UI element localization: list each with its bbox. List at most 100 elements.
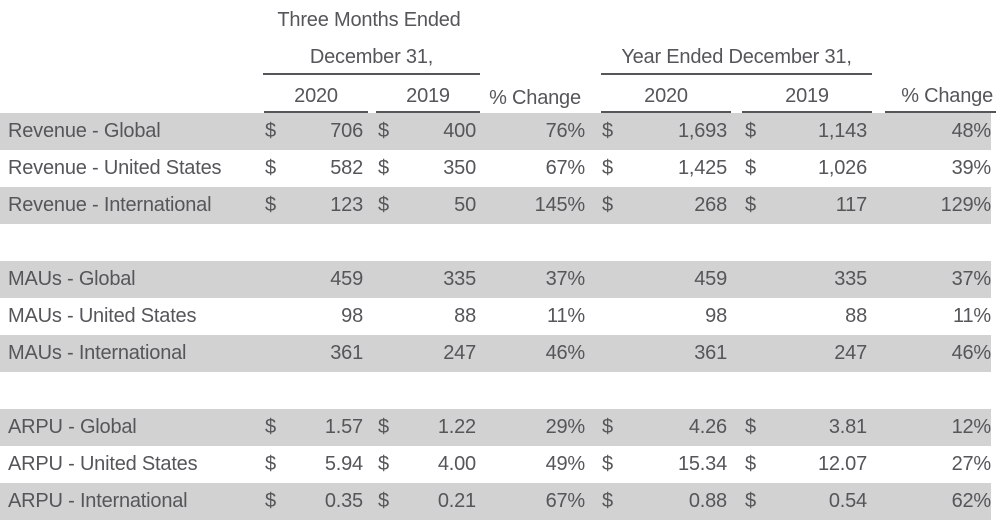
table-header-row-3: 2020 2019 % Change 2020 2019 % Change — [0, 75, 996, 113]
group-header-year-ended-december-31: Year Ended December 31, — [601, 46, 872, 75]
cell-value: 361 — [330, 342, 363, 364]
cell-value: 3.81 — [828, 416, 867, 438]
table-row: Revenue - United States $582 $350 67% $1,425… — [0, 150, 991, 187]
dollar-sign: $ — [745, 194, 756, 216]
cell-year-pct-change: 37% — [951, 268, 992, 290]
cell-value: 361 — [694, 342, 727, 364]
cell-year-2019: 88 — [732, 305, 872, 328]
table-row: ARPU - United States $5.94 $4.00 49% $15.34 $… — [0, 446, 991, 483]
cell-year-pct-change: 12% — [951, 416, 992, 438]
cell-value: 1.57 — [324, 416, 363, 438]
cell-year-pct-change: 129% — [940, 194, 992, 216]
dollar-sign: $ — [378, 416, 389, 438]
cell-value: 1.22 — [437, 416, 476, 438]
dollar-sign: $ — [265, 194, 276, 216]
cell-value: 1,693 — [677, 120, 727, 142]
dollar-sign: $ — [378, 194, 389, 216]
cell-year-2020: 361 — [590, 342, 732, 365]
group-header-three-months-ended: Three Months Ended — [277, 9, 461, 31]
group-header-december-31: December 31, — [263, 46, 480, 75]
cell-three-months-2019: 88 — [368, 305, 480, 328]
cell-three-months-2019: $1.22 — [368, 416, 480, 439]
cell-year-2019: 335 — [732, 268, 872, 291]
cell-three-months-2020: 98 — [258, 305, 368, 328]
table-header-row-2: December 31, Year Ended December 31, — [0, 37, 991, 75]
cell-value: 15.34 — [677, 453, 727, 475]
cell-value: 0.21 — [437, 490, 476, 512]
cell-three-months-pct-change: 46% — [545, 342, 586, 364]
cell-three-months-pct-change: 145% — [534, 194, 586, 216]
cell-three-months-2019: $4.00 — [368, 453, 480, 476]
cell-year-2020: $0.88 — [590, 490, 732, 513]
cell-three-months-2020: 361 — [258, 342, 368, 365]
cell-year-2020: $15.34 — [590, 453, 732, 476]
dollar-sign: $ — [378, 120, 389, 142]
row-label: ARPU - Global — [8, 416, 137, 438]
table-row: ARPU - Global $1.57 $1.22 29% $4.26 $3.81 12% — [0, 409, 991, 446]
cell-year-2020: $1,693 — [590, 120, 732, 143]
cell-value: 706 — [330, 120, 363, 142]
row-label: Revenue - Global — [8, 120, 161, 142]
cell-year-pct-change: 46% — [951, 342, 992, 364]
cell-value: 117 — [835, 194, 867, 216]
cell-value: 98 — [705, 305, 727, 327]
dollar-sign: $ — [745, 490, 756, 512]
cell-three-months-2020: $1.57 — [258, 416, 368, 439]
cell-value: 268 — [694, 194, 727, 216]
dollar-sign: $ — [265, 416, 276, 438]
dollar-sign: $ — [602, 453, 613, 475]
cell-value: 400 — [443, 120, 476, 142]
cell-year-2020: 98 — [590, 305, 732, 328]
cell-year-2020: 459 — [590, 268, 732, 291]
row-label: ARPU - International — [8, 490, 188, 512]
dollar-sign: $ — [378, 490, 389, 512]
cell-year-pct-change: 39% — [951, 157, 992, 179]
row-label: MAUs - Global — [8, 268, 136, 290]
cell-year-pct-change: 62% — [951, 490, 992, 512]
cell-value: 88 — [454, 305, 476, 327]
dollar-sign: $ — [265, 120, 276, 142]
cell-value: 0.35 — [324, 490, 363, 512]
cell-three-months-2020: $123 — [258, 194, 368, 217]
cell-year-2019: $1,143 — [732, 120, 872, 143]
cell-value: 88 — [845, 305, 867, 327]
cell-year-2019: 247 — [732, 342, 872, 365]
cell-value: 5.94 — [324, 453, 363, 475]
dollar-sign: $ — [265, 157, 276, 179]
cell-year-2020: $4.26 — [590, 416, 732, 439]
cell-year-2019: $117 — [732, 194, 872, 217]
cell-value: 335 — [443, 268, 476, 290]
table-row: MAUs - Global 459 335 37% 459 335 37% — [0, 261, 991, 298]
dollar-sign: $ — [745, 120, 756, 142]
cell-three-months-2020: $706 — [258, 120, 368, 143]
dollar-sign: $ — [265, 453, 276, 475]
column-header-three-months-pct-change: % Change — [489, 87, 581, 109]
cell-value: 123 — [330, 194, 363, 216]
cell-value: 1,026 — [817, 157, 867, 179]
dollar-sign: $ — [745, 453, 756, 475]
cell-value: 0.88 — [688, 490, 727, 512]
dollar-sign: $ — [602, 194, 613, 216]
cell-year-2019: $3.81 — [732, 416, 872, 439]
cell-three-months-2020: 459 — [258, 268, 368, 291]
column-header-three-months-2020: 2020 — [264, 85, 368, 113]
cell-three-months-2019: 335 — [368, 268, 480, 291]
column-header-year-pct-change: % Change — [885, 85, 996, 113]
cell-three-months-2019: $400 — [368, 120, 480, 143]
cell-year-2020: $268 — [590, 194, 732, 217]
table-body: Revenue - Global $706 $400 76% $1,693 $1,143 4… — [0, 113, 999, 520]
row-label: Revenue - United States — [8, 157, 222, 179]
cell-year-2019: $0.54 — [732, 490, 872, 513]
table-header-row-1: Three Months Ended — [0, 0, 991, 37]
column-header-year-2020: 2020 — [601, 85, 731, 113]
dollar-sign: $ — [745, 157, 756, 179]
row-label: MAUs - United States — [8, 305, 197, 327]
cell-year-2020: $1,425 — [590, 157, 732, 180]
cell-three-months-2019: $0.21 — [368, 490, 480, 513]
row-label: MAUs - International — [8, 342, 187, 364]
dollar-sign: $ — [265, 490, 276, 512]
dollar-sign: $ — [602, 490, 613, 512]
dollar-sign: $ — [602, 120, 613, 142]
cell-three-months-2020: $5.94 — [258, 453, 368, 476]
